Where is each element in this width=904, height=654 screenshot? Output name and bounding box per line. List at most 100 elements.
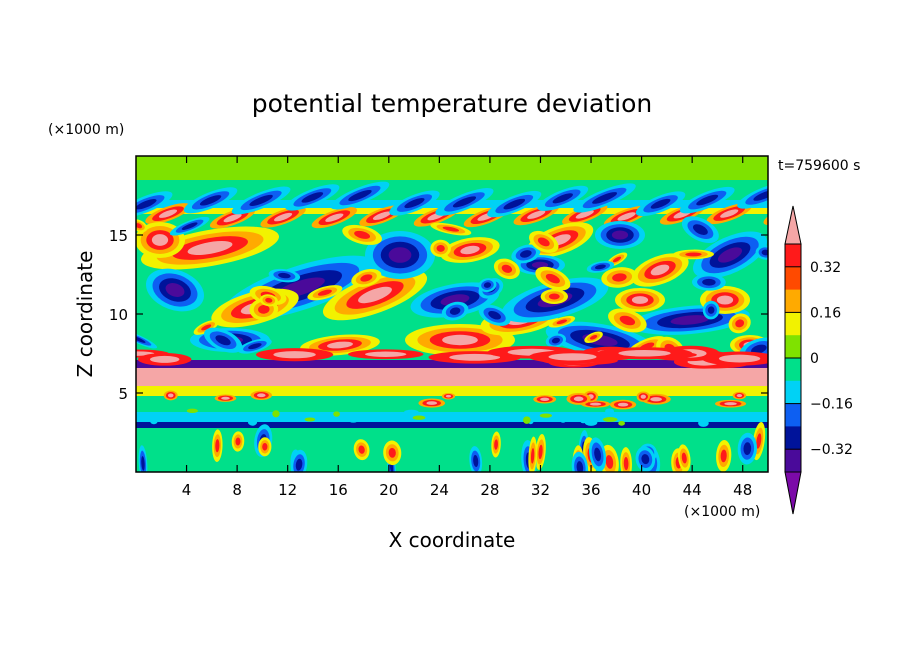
y-tick-label: 10 bbox=[109, 306, 128, 324]
contour-band bbox=[136, 386, 768, 396]
contour-band bbox=[136, 368, 768, 388]
contour-blob bbox=[743, 442, 752, 455]
colorbar-bin bbox=[785, 380, 801, 404]
contour-blob bbox=[265, 297, 273, 303]
y-axis-title: Z coordinate bbox=[73, 251, 97, 378]
colorbar-bin bbox=[785, 426, 801, 450]
contour-blob bbox=[215, 439, 220, 453]
colorbar-bin bbox=[785, 403, 801, 427]
contour-band bbox=[136, 422, 768, 428]
contour-blob bbox=[149, 355, 180, 363]
contour-blob bbox=[221, 396, 230, 400]
contour-blob bbox=[649, 413, 658, 419]
contour-blob bbox=[141, 456, 145, 471]
contour-blob bbox=[223, 213, 242, 223]
contour-blob bbox=[602, 417, 618, 422]
contour-blob bbox=[181, 222, 198, 230]
contour-blob bbox=[589, 334, 598, 340]
contour-blob bbox=[187, 241, 233, 255]
contour-blob bbox=[707, 306, 715, 314]
contour-blob bbox=[235, 437, 241, 446]
contour-blob bbox=[545, 273, 560, 284]
contour-blob bbox=[442, 334, 478, 346]
colorbar-bin bbox=[785, 289, 801, 313]
contour-blob bbox=[520, 250, 532, 258]
contour-blob bbox=[718, 354, 761, 363]
contour-blob bbox=[436, 244, 445, 252]
contour-blob bbox=[317, 289, 332, 296]
contour-blob bbox=[539, 413, 553, 418]
contour-blob bbox=[199, 195, 222, 206]
contour-blob bbox=[548, 353, 597, 361]
contour-blob bbox=[584, 419, 598, 426]
y-unit-label: (×1000 m) bbox=[48, 122, 124, 138]
y-tick-label: 5 bbox=[118, 385, 128, 403]
contour-blob bbox=[692, 224, 708, 235]
contour-blob bbox=[605, 408, 615, 415]
x-tick-label: 40 bbox=[632, 481, 651, 499]
x-axis-title: X coordinate bbox=[389, 528, 516, 552]
contour-blob bbox=[592, 192, 618, 204]
contour-blob bbox=[589, 402, 602, 406]
contour-blob bbox=[372, 211, 392, 220]
contour-blob bbox=[523, 416, 531, 424]
x-tick-label: 44 bbox=[683, 481, 702, 499]
contour-blob bbox=[257, 393, 266, 398]
colorbar: 0.32 0.16 0 −0.16 −0.32 bbox=[784, 205, 853, 515]
contour-blob bbox=[752, 413, 762, 420]
contour-blob bbox=[720, 449, 727, 463]
contour-blob bbox=[262, 442, 268, 451]
contour-blob bbox=[619, 315, 636, 326]
contour-blob bbox=[360, 274, 373, 282]
contour-blob bbox=[494, 439, 498, 450]
contour-blob bbox=[756, 433, 762, 449]
contour-blob bbox=[736, 394, 743, 398]
colorbar-tick-label: 0.16 bbox=[810, 305, 841, 321]
contour-blob bbox=[670, 315, 710, 325]
contour-blob bbox=[617, 212, 636, 221]
contour-blob bbox=[594, 264, 606, 270]
contour-blob bbox=[641, 454, 650, 465]
contour-blob bbox=[681, 452, 687, 464]
x-tick-label: 4 bbox=[182, 481, 192, 499]
contour-blob bbox=[612, 256, 622, 263]
colorbar-tick-label: −0.16 bbox=[810, 397, 853, 413]
contour-blob bbox=[575, 210, 594, 219]
contour-blob bbox=[716, 295, 734, 305]
contour-blob bbox=[460, 245, 480, 255]
contour-blob bbox=[696, 194, 719, 206]
colorbar-bin bbox=[785, 335, 801, 359]
x-tick-label: 48 bbox=[733, 481, 752, 499]
contour-blob bbox=[488, 310, 501, 320]
contour-blob bbox=[354, 230, 371, 239]
contour-blob bbox=[442, 226, 460, 232]
colorbar-tick-label: −0.32 bbox=[810, 442, 853, 458]
contour-blob bbox=[364, 351, 407, 357]
colorbar-bin bbox=[785, 266, 801, 290]
contour-field bbox=[136, 156, 804, 472]
contour-blob bbox=[503, 198, 526, 210]
contour-blob bbox=[720, 209, 739, 218]
x-axis: 4 8 12 16 20 24 28 32 36 40 44 48 bbox=[182, 156, 752, 499]
colorbar-bin bbox=[785, 358, 801, 382]
contour-blob bbox=[685, 252, 702, 257]
contour-blob bbox=[136, 223, 143, 229]
contour-blob bbox=[304, 417, 316, 422]
contour-blob bbox=[618, 349, 671, 357]
colorbar-extend-max bbox=[784, 205, 802, 245]
contour-blob bbox=[650, 264, 670, 276]
contour-blob bbox=[640, 394, 646, 399]
contour-blob bbox=[295, 458, 303, 471]
contour-blob bbox=[358, 445, 365, 454]
y-axis: 5 10 15 bbox=[109, 227, 768, 403]
contour-blob bbox=[769, 204, 804, 225]
x-tick-label: 20 bbox=[379, 481, 398, 499]
colorbar-tick-label: 0.32 bbox=[810, 260, 841, 276]
colorbar-bin bbox=[785, 244, 801, 268]
contour-blob bbox=[358, 286, 392, 304]
contour-blob bbox=[211, 414, 223, 419]
contour-blob bbox=[527, 210, 546, 219]
contour-blob bbox=[165, 283, 185, 297]
x-tick-label: 36 bbox=[581, 481, 600, 499]
contour-blob bbox=[623, 456, 629, 471]
